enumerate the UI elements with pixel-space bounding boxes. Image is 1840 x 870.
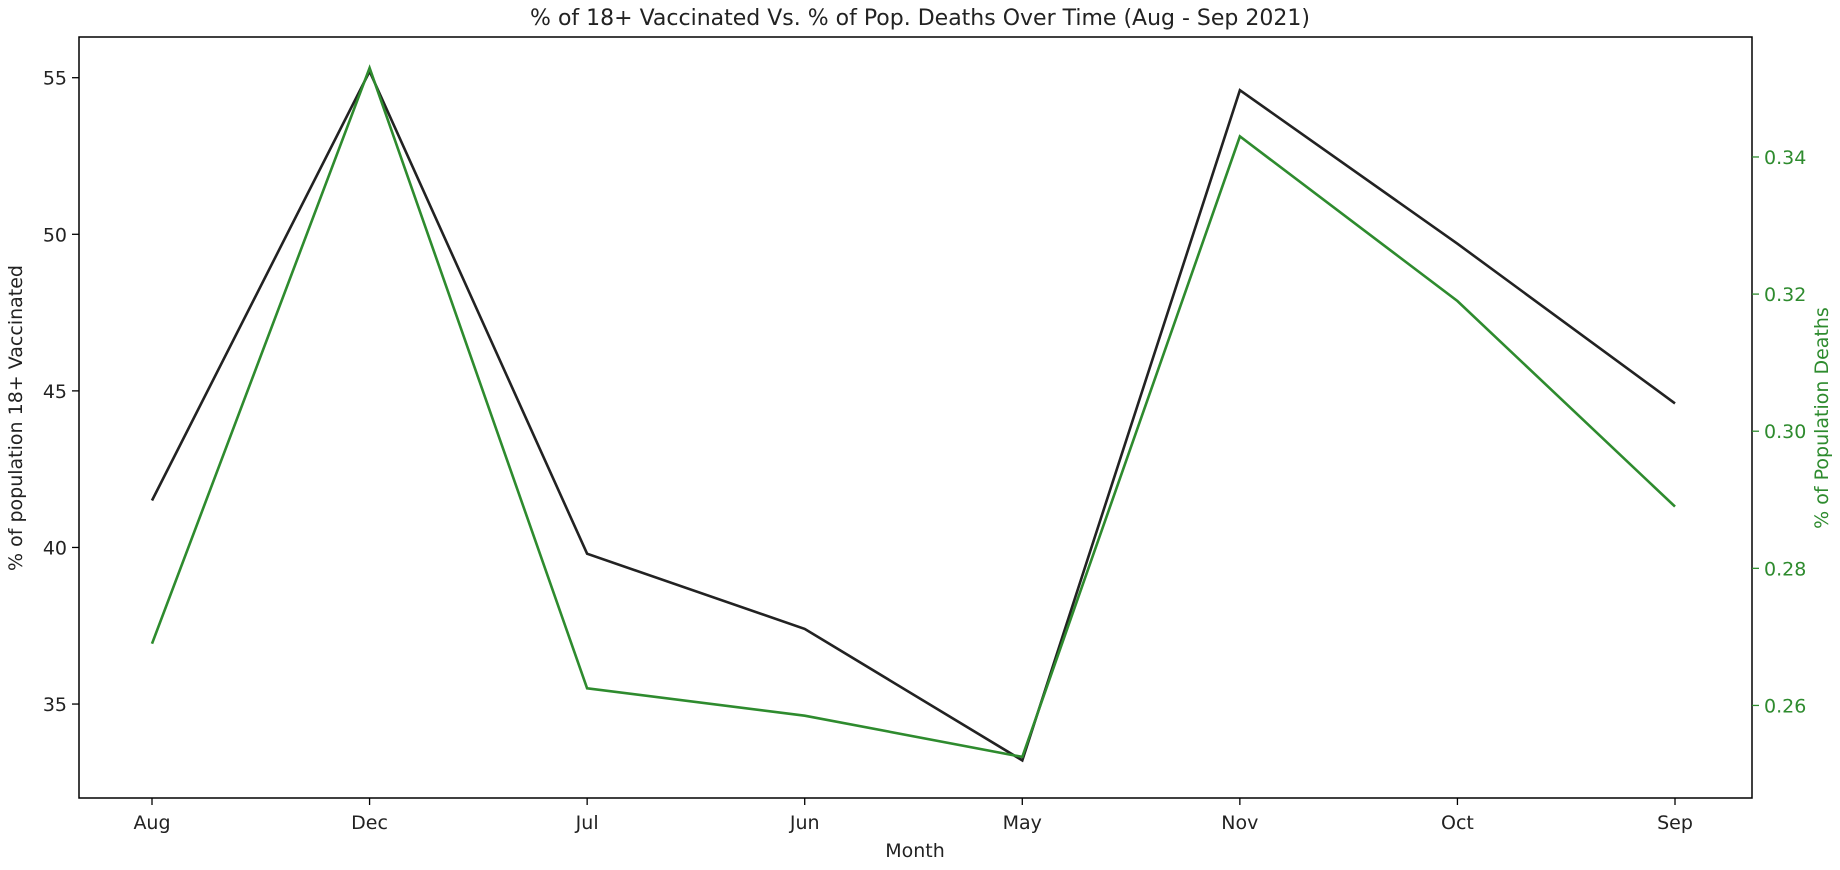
x-tick-label: Jun	[789, 812, 820, 834]
left-y-tick-label: 35	[43, 694, 67, 716]
x-tick-label: Jul	[575, 812, 599, 834]
left-y-tick-label: 40	[43, 537, 67, 559]
x-axis-title: Month	[885, 840, 945, 862]
right-y-tick-label: 0.28	[1764, 558, 1806, 580]
x-axis: Aug Dec Jul Jun May Nov Oct Sep	[133, 798, 1693, 834]
x-tick-label: Dec	[351, 812, 388, 834]
x-tick-label: May	[1003, 812, 1042, 834]
x-tick-label: Sep	[1657, 812, 1693, 834]
chart-title: % of 18+ Vaccinated Vs. % of Pop. Deaths…	[530, 6, 1310, 31]
right-y-tick-label: 0.32	[1764, 284, 1806, 306]
plot-frame	[78, 36, 1753, 799]
vaccinated-series-line	[150, 68, 1676, 763]
deaths-series-line	[150, 64, 1676, 759]
series-layer	[150, 64, 1676, 763]
right-y-tick-label: 0.26	[1764, 695, 1806, 717]
left-y-tick-label: 45	[43, 381, 67, 403]
right-y-tick-label: 0.34	[1764, 147, 1806, 169]
left-y-tick-label: 55	[43, 68, 67, 90]
right-y-tick-label: 0.30	[1764, 421, 1806, 443]
right-y-axis: 0.26 0.28 0.30 0.32 0.34	[1752, 147, 1806, 717]
x-tick-label: Aug	[133, 812, 170, 834]
right-y-axis-title: % of Population Deaths	[1811, 307, 1833, 529]
x-tick-label: Oct	[1441, 812, 1474, 834]
left-y-tick-label: 50	[43, 224, 67, 246]
left-y-axis-title: % of population 18+ Vaccinated	[5, 265, 27, 571]
x-tick-label: Nov	[1221, 812, 1258, 834]
left-y-axis: 35 40 45 50 55	[43, 68, 79, 716]
